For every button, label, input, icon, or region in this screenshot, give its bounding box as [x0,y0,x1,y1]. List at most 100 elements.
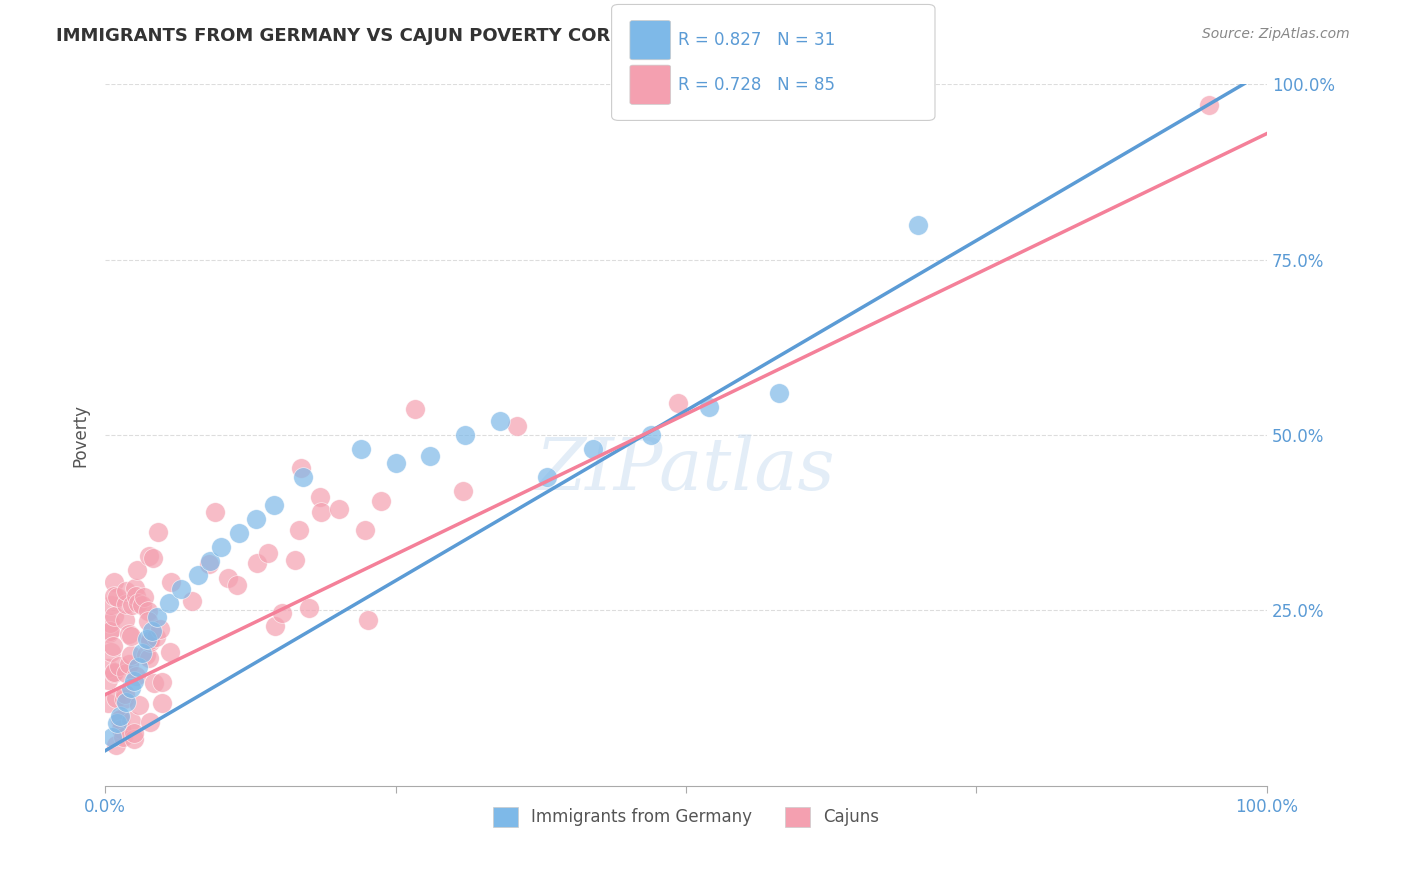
Point [357,613,380,627]
Legend: Immigrants from Germany, Cajuns: Immigrants from Germany, Cajuns [486,800,886,833]
Point [103,589,125,603]
Point [148,524,170,539]
Point [98,624,121,638]
Point [136,614,159,628]
Point [257,546,280,560]
Point [297,600,319,615]
Point [506,418,529,433]
Point [101,730,124,744]
Point [697,400,720,414]
Point [404,402,426,417]
Point [131,599,153,613]
Point [114,687,136,701]
Point [160,575,183,590]
Point [125,563,148,577]
Point [108,659,131,673]
Point [112,692,135,706]
Point [120,714,142,729]
Point [105,738,128,752]
Point [122,731,145,746]
Point [112,730,135,744]
Point [271,606,294,620]
Point [100,645,122,659]
Point [157,596,180,610]
Point [125,589,148,603]
Point [370,494,392,508]
Point [127,659,149,673]
Point [768,386,790,401]
Point [131,646,153,660]
Point [308,490,330,504]
Point [263,498,285,512]
Point [228,526,250,541]
Point [103,608,125,623]
Point [114,613,136,627]
Point [118,627,141,641]
Point [226,578,249,592]
Point [536,470,558,484]
Point [128,698,150,713]
Point [138,635,160,649]
Point [120,629,142,643]
Point [97,625,120,640]
Point [284,553,307,567]
Point [110,708,132,723]
Point [98,615,121,630]
Text: R = 0.728   N = 85: R = 0.728 N = 85 [678,76,835,94]
Point [204,505,226,519]
Point [145,630,167,644]
Point [419,449,441,463]
Point [127,597,149,611]
Point [668,396,690,410]
Point [150,696,173,710]
Text: R = 0.827   N = 31: R = 0.827 N = 31 [678,31,835,49]
Point [1198,98,1220,112]
Point [197,558,219,572]
Point [245,512,267,526]
Point [115,584,138,599]
Point [141,624,163,639]
Point [451,484,474,499]
Point [350,442,373,457]
Point [132,590,155,604]
Point [101,639,124,653]
Point [103,665,125,680]
Point [146,610,169,624]
Point [353,523,375,537]
Point [118,657,141,672]
Point [96,673,118,687]
Point [124,581,146,595]
Point [328,502,350,516]
Point [138,651,160,665]
Point [135,648,157,662]
Text: IMMIGRANTS FROM GERMANY VS CAJUN POVERTY CORRELATION CHART: IMMIGRANTS FROM GERMANY VS CAJUN POVERTY… [56,27,783,45]
Point [115,598,138,612]
Point [291,470,314,484]
Point [115,695,138,709]
Point [139,632,162,647]
Point [217,572,239,586]
Point [122,726,145,740]
Point [187,568,209,582]
Point [149,622,172,636]
Y-axis label: Poverty: Poverty [72,403,89,467]
Point [108,714,131,728]
Point [96,696,118,710]
Point [136,632,159,646]
Point [141,550,163,565]
Point [384,456,406,470]
Point [209,541,232,555]
Point [110,712,132,726]
Point [290,461,312,475]
Point [143,676,166,690]
Point [150,675,173,690]
Point [120,681,142,695]
Point [170,582,193,597]
Point [105,715,128,730]
Point [138,715,160,730]
Point [138,549,160,563]
Point [103,665,125,680]
Point [125,669,148,683]
Text: Source: ZipAtlas.com: Source: ZipAtlas.com [1202,27,1350,41]
Point [115,665,138,680]
